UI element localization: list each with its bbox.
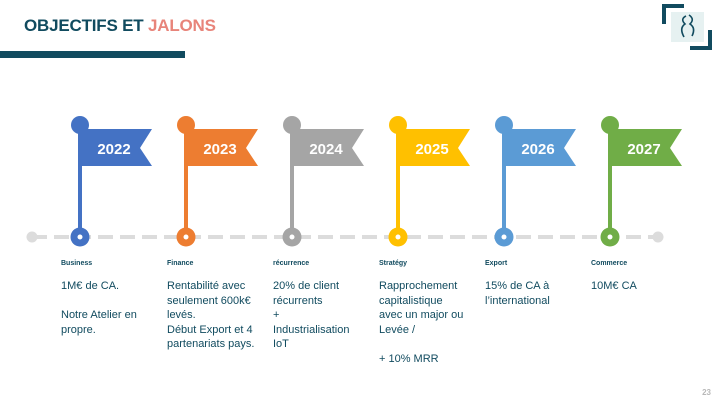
flag-year-label: 2023 <box>203 141 236 158</box>
milestone-heading: Commerce <box>591 260 628 267</box>
timeline-end-dot <box>652 231 664 243</box>
flag-year-label: 2024 <box>309 141 343 158</box>
milestone-column-2024: récurrence 20% de client récurrents + Ind… <box>273 260 373 352</box>
milestone-column-2025: Stratégy Rapprochement capitalistique ave… <box>379 260 479 366</box>
milestone-description: 1M€ de CA. Notre Atelier en propre. <box>61 280 137 336</box>
milestone-column-2027: Commerce 10M€ CA <box>591 260 691 294</box>
flag-banner <box>398 129 470 166</box>
flag-year-label: 2027 <box>627 141 660 158</box>
timeline-node-center <box>183 234 189 240</box>
milestone-description: Rapprochement capitalistique avec un maj… <box>379 280 464 365</box>
flag-banner <box>610 129 682 166</box>
milestone-description: 10M€ CA <box>591 280 637 292</box>
title-part-1: OBJECTIFS ET <box>24 16 144 35</box>
milestone-flag-2025: 2025 <box>388 116 470 247</box>
milestone-column-2023: Finance Rentabilité avec seulement 600k€ … <box>167 260 267 352</box>
page-title: OBJECTIFS ET JALONS <box>24 16 216 36</box>
timeline-node-center <box>77 234 83 240</box>
flag-year-label: 2022 <box>97 141 130 158</box>
milestone-column-2022: Business 1M€ de CA. Notre Atelier en prop… <box>61 260 161 337</box>
milestone-heading: Export <box>485 260 508 267</box>
timeline-node-center <box>289 234 295 240</box>
milestone-heading: récurrence <box>273 260 310 267</box>
brand-logo-icon <box>662 4 712 50</box>
flag-banner <box>292 129 364 166</box>
milestone-heading: Finance <box>167 260 194 267</box>
flag-banner <box>504 129 576 166</box>
timeline-node-center <box>395 234 401 240</box>
flag-year-label: 2025 <box>415 141 448 158</box>
timeline-node-center <box>501 234 507 240</box>
milestone-column-2026: Export 15% de CA à l’international <box>485 260 585 308</box>
page-number: 23 <box>702 388 711 397</box>
flag-year-label: 2026 <box>521 141 554 158</box>
timeline-node-center <box>607 234 613 240</box>
milestone-heading: Stratégy <box>379 260 408 267</box>
flag-banner <box>186 129 258 166</box>
flag-banner <box>80 129 152 166</box>
title-part-2: JALONS <box>147 16 216 35</box>
milestone-flag-2023: 2023 <box>176 116 258 247</box>
milestone-flag-2022: 2022 <box>70 116 152 247</box>
milestone-description: 15% de CA à l’international <box>485 280 550 307</box>
milestone-heading: Business <box>61 260 93 267</box>
milestone-description: 20% de client récurrents + Industrialisa… <box>273 280 350 350</box>
title-underline-bar <box>0 51 185 58</box>
milestone-flag-2024: 2024 <box>282 116 364 247</box>
milestone-description: Rentabilité avec seulement 600k€ levés. … <box>167 280 255 350</box>
milestone-flag-2027: 2027 <box>600 116 682 247</box>
milestone-flag-2026: 2026 <box>494 116 576 247</box>
timeline-start-dot <box>26 231 38 243</box>
